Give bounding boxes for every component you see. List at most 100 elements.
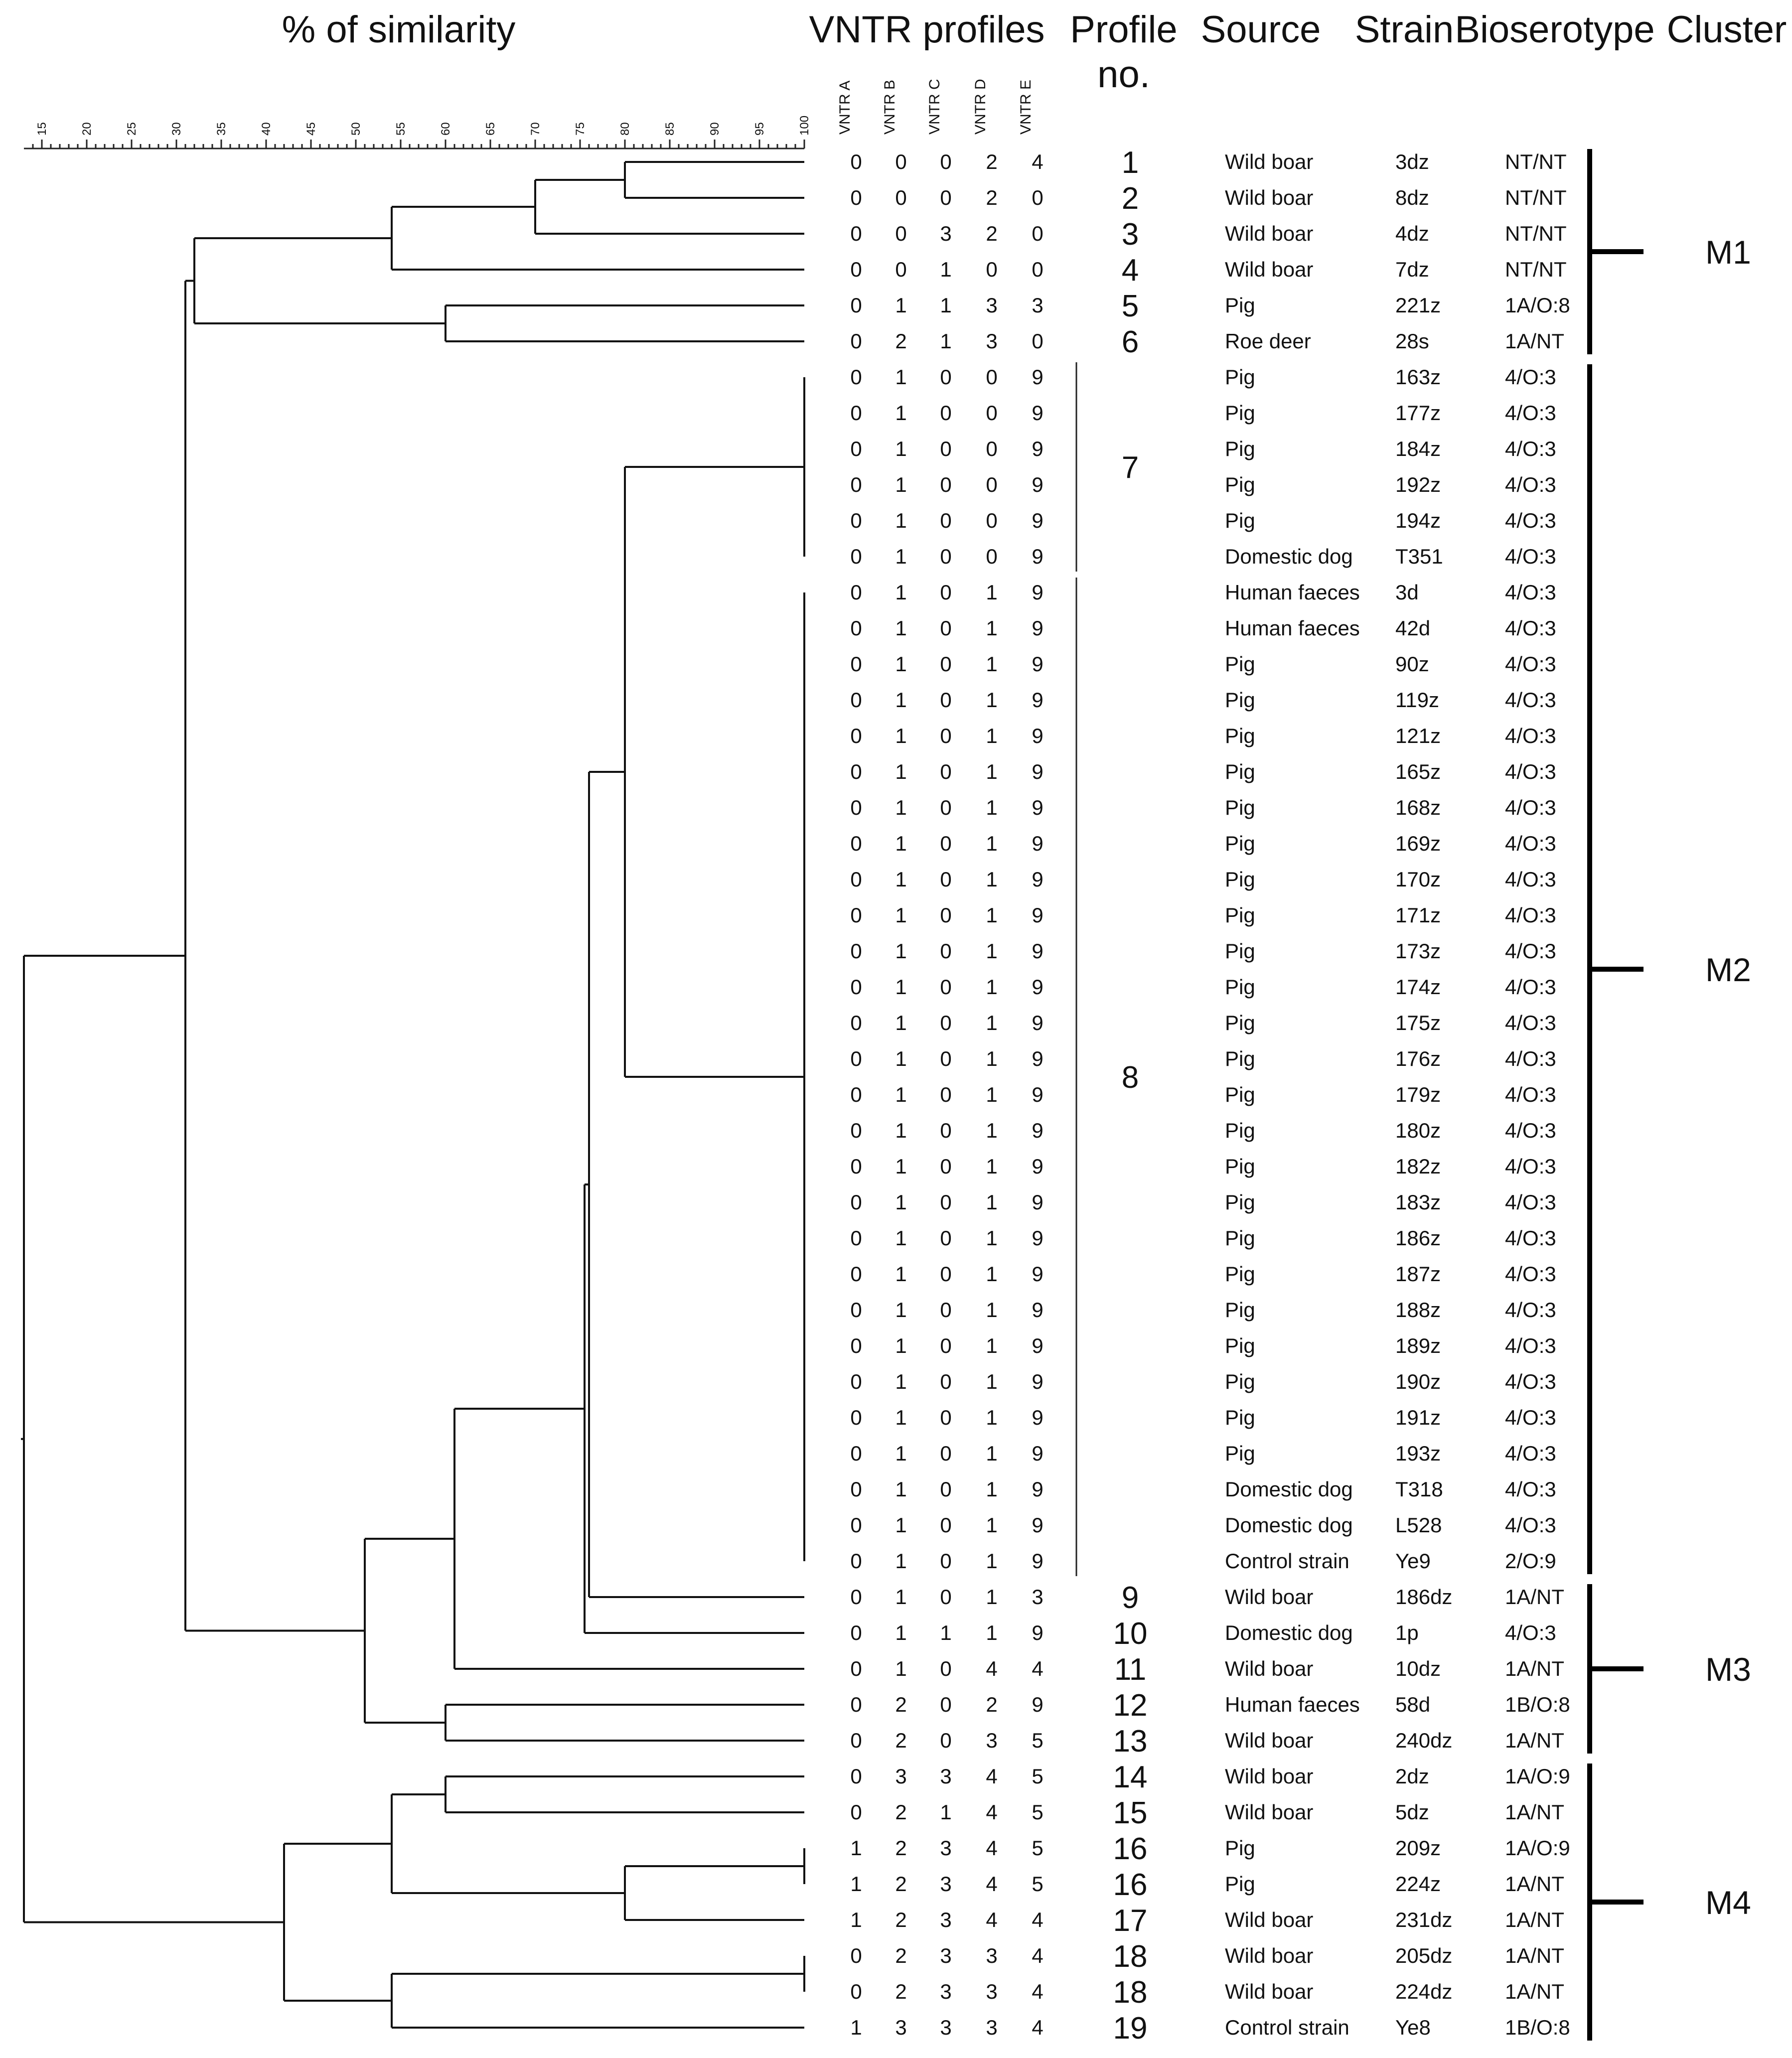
source-cell: Pig [1225,1011,1255,1034]
vntr-value: 1 [895,975,906,999]
vntr-value: 2 [895,1872,906,1896]
vntr-value: 0 [986,401,997,425]
vntr-value: 1 [940,329,951,353]
vntr-value: 4 [1032,1944,1043,1967]
cluster-label: M1 [1705,234,1751,271]
table-row: 0 1 0 1 9 Pig 191z 4/O:3 [850,1406,1556,1429]
vntr-value: 1 [986,939,997,963]
vntr-value: 1 [986,1262,997,1286]
vntr-value: 0 [940,688,951,712]
vntr-value: 0 [850,1262,862,1286]
vntr-value: 0 [850,581,862,604]
vntr-value: 3 [986,329,997,353]
vntr-value: 3 [1032,1585,1043,1609]
profile-number: 14 [1113,1760,1148,1794]
source-cell: Human faeces [1225,1693,1360,1716]
bioserotype-cell: 4/O:3 [1505,1621,1556,1644]
vntr-value: 0 [940,1334,951,1357]
vntr-value: 0 [850,1513,862,1537]
vntr-value: 0 [850,868,862,891]
source-cell: Pig [1225,1298,1255,1322]
table-row: 0 2 3 3 4 Wild boar 205dz 1A/NT [850,1944,1564,1967]
vntr-value: 1 [986,1083,997,1106]
vntr-value: 0 [940,1370,951,1393]
source-cell: Pig [1225,688,1255,712]
profile-number: 4 [1122,253,1139,288]
source-cell: Pig [1225,1155,1255,1178]
source-cell: Pig [1225,1406,1255,1429]
profile-number: 17 [1113,1904,1148,1938]
vntr-value: 1 [986,975,997,999]
source-cell: Wild boar [1225,1944,1313,1967]
vntr-value: 1 [895,509,906,532]
header-profile-no: no. [1097,53,1150,96]
vntr-value: 1 [986,1585,997,1609]
vntr-value: 0 [850,903,862,927]
vntr-value: 0 [850,1585,862,1609]
vntr-value: 1 [895,1011,906,1034]
vntr-value: 1 [895,545,906,568]
vntr-value: 1 [895,1621,906,1644]
strain-cell: 58d [1395,1693,1430,1716]
vntr-value: 0 [850,975,862,999]
source-cell: Pig [1225,1370,1255,1393]
table-row: 0 1 1 1 9 Domestic dog 1p 4/O:3 [850,1621,1556,1644]
source-cell: Pig [1225,724,1255,747]
table-row: 0 1 0 1 3 Wild boar 186dz 1A/NT [850,1585,1564,1609]
vntr-value: 9 [1032,652,1043,676]
source-cell: Pig [1225,652,1255,676]
vntr-value: 9 [1032,1155,1043,1178]
vntr-value: 0 [986,545,997,568]
table-row: 0 1 0 0 9 Pig 177z 4/O:3 [850,401,1556,425]
vntr-value: 1 [895,1585,906,1609]
scale-tick-label: 95 [753,122,766,136]
vntr-value: 0 [850,545,862,568]
vntr-value: 9 [1032,509,1043,532]
source-cell: Domestic dog [1225,545,1353,568]
vntr-value: 0 [850,1980,862,2003]
table-row: 1 2 3 4 5 Pig 209z 1A/O:9 [850,1836,1570,1860]
profile-number: 12 [1113,1688,1148,1723]
vntr-value: 2 [895,1693,906,1716]
table-row: 0 0 3 2 0 Wild boar 4dz NT/NT [850,222,1566,245]
vntr-value: 1 [986,616,997,640]
vntr-value: 1 [895,760,906,783]
source-cell: Roe deer [1225,329,1311,353]
source-cell: Pig [1225,1047,1255,1070]
bioserotype-cell: 4/O:3 [1505,473,1556,496]
bioserotype-cell: NT/NT [1505,150,1567,173]
vntr-value: 0 [850,1406,862,1429]
vntr-value: 9 [1032,796,1043,819]
table-row: 1 2 3 4 5 Pig 224z 1A/NT [850,1872,1564,1896]
vntr-value: 1 [895,1083,906,1106]
profile-number: 2 [1122,181,1139,216]
scale-tick-label: 45 [304,122,318,136]
bioserotype-cell: 4/O:3 [1505,652,1556,676]
table-row: 0 1 0 1 9 Pig 190z 4/O:3 [850,1370,1556,1393]
vntr-value: 1 [895,1442,906,1465]
vntr-value: 9 [1032,616,1043,640]
vntr-value: 0 [940,903,951,927]
vntr-value: 0 [850,616,862,640]
vntr-value: 1 [895,1190,906,1214]
vntr-value: 0 [850,473,862,496]
cluster-brackets: M1 M2 M3 M4 [1587,149,1751,2041]
strain-cell: L528 [1395,1513,1442,1537]
vntr-value: 3 [986,1944,997,1967]
vntr-value: 1 [986,1621,997,1644]
similarity-scale: 15 20 25 30 35 40 45 50 55 60 65 70 75 80 85 90 95 100 [24,116,811,149]
source-cell: Pig [1225,1262,1255,1286]
source-cell: Pig [1225,1119,1255,1142]
strain-cell: 194z [1395,509,1441,532]
profile-number: 18 [1113,1975,1148,2010]
vntr-value: 1 [986,1119,997,1142]
vntr-value: 1 [895,1262,906,1286]
source-cell: Wild boar [1225,1657,1313,1680]
profile-number: 13 [1113,1724,1148,1759]
vntr-column-a: VNTR A [837,81,853,135]
vntr-value: 1 [986,1298,997,1322]
header-source: Source [1201,8,1321,51]
vntr-value: 9 [1032,1190,1043,1214]
vntr-value: 1 [895,365,906,389]
